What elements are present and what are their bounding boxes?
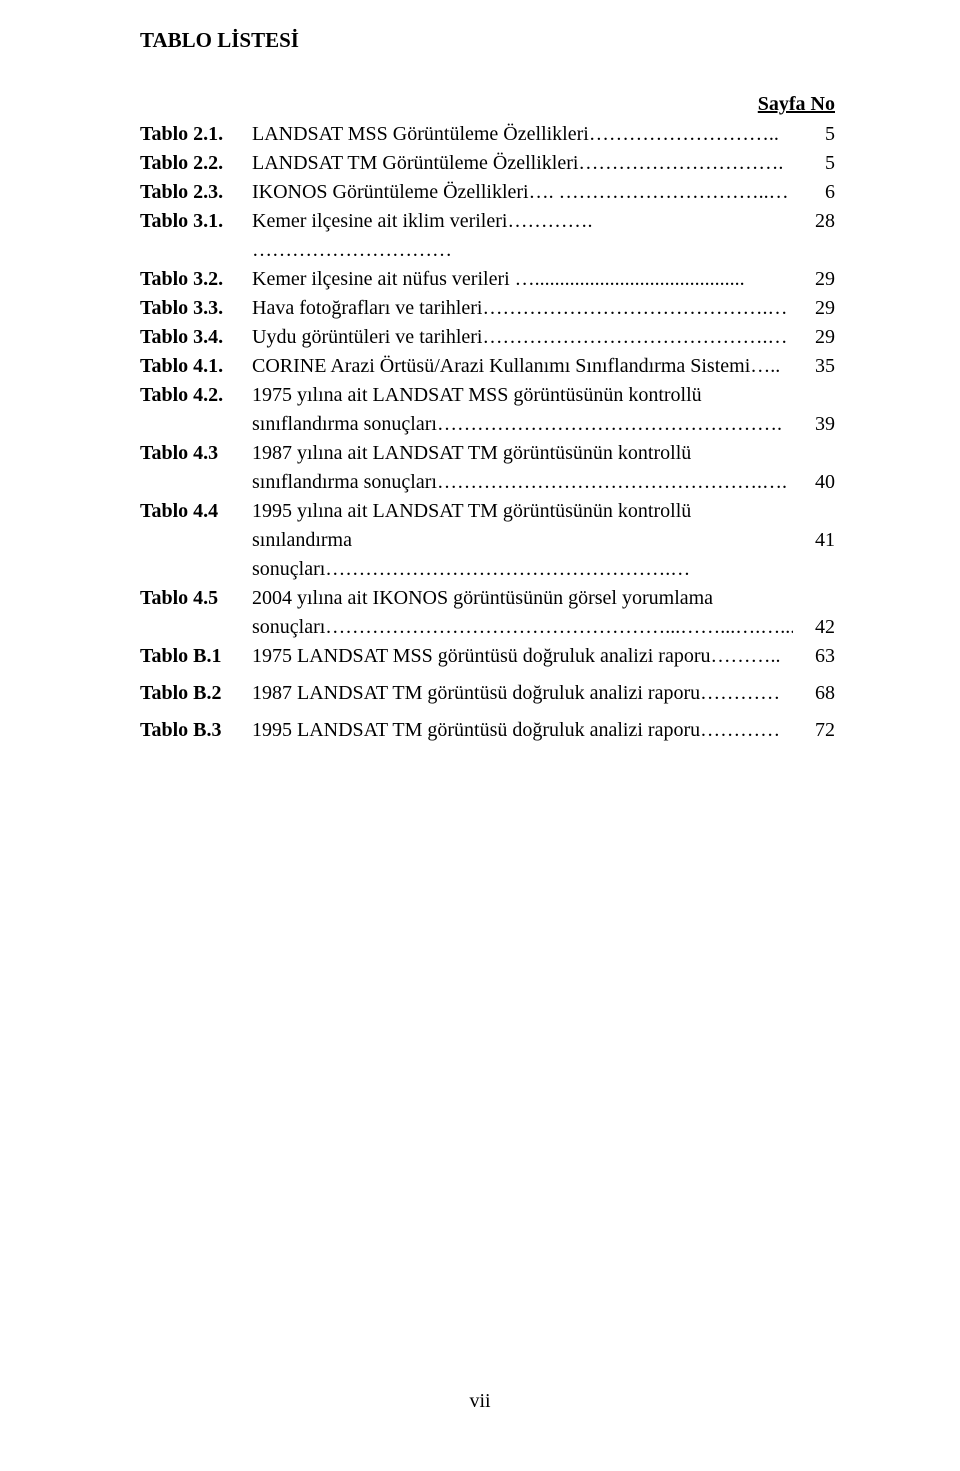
toc-entry-continuation: sınıflandırma sonuçları………………………………………….… [140,468,835,497]
page-footer-number: vii [0,1390,960,1413]
toc-entry-desc: Uydu görüntüleri ve tarihleri……………………………… [252,323,793,352]
toc-entry-page: 41 [793,526,835,555]
toc-entry-page: 63 [793,642,835,671]
toc-entry-desc: 1975 yılına ait LANDSAT MSS görüntüsünün… [252,381,793,410]
toc-entry-label: Tablo 4.2. [140,381,252,410]
toc-entry-desc: 1995 LANDSAT TM görüntüsü doğruluk anali… [252,716,793,745]
toc-entry-continuation: sınılandırma sonuçları…………………………………………….… [140,526,835,584]
toc-entry-page: 29 [793,265,835,294]
toc-entry: Tablo 4.1.CORINE Arazi Örtüsü/Arazi Kull… [140,352,835,381]
toc-entry-continuation: sınıflandırma sonuçları……………………………………………… [140,410,835,439]
toc-entry-desc: Hava fotoğrafları ve tarihleri…………………………… [252,294,793,323]
toc-entry-label: Tablo 3.2. [140,265,252,294]
toc-entry: Tablo 2.2.LANDSAT TM Görüntüleme Özellik… [140,149,835,178]
page-no-label: Sayfa No [758,93,835,116]
toc-entry: Tablo 3.3.Hava fotoğrafları ve tarihleri… [140,294,835,323]
toc-entry: Tablo 4.31987 yılına ait LANDSAT TM görü… [140,439,835,468]
toc-entry: Tablo B.31995 LANDSAT TM görüntüsü doğru… [140,716,835,745]
toc-entry-page: 39 [793,410,835,439]
toc-entry-page: 28 [793,207,835,236]
toc-entry-label: Tablo 2.3. [140,178,252,207]
toc-entry-continuation: sonuçları……………………………………………...……...….…...… [140,613,835,642]
toc-entry-desc: CORINE Arazi Örtüsü/Arazi Kullanımı Sını… [252,352,793,381]
toc-entry: Tablo 4.41995 yılına ait LANDSAT TM görü… [140,497,835,526]
toc-entry-desc: 1995 yılına ait LANDSAT TM görüntüsünün … [252,497,793,526]
toc-entry-label: Tablo 4.5 [140,584,252,613]
toc-entry-page: 72 [793,716,835,745]
spacer [140,93,758,116]
toc-entry: Tablo 4.2.1975 yılına ait LANDSAT MSS gö… [140,381,835,410]
toc-entry: Tablo 3.1.Kemer ilçesine ait iklim veril… [140,207,835,265]
toc-entry-label: Tablo 4.1. [140,352,252,381]
toc-entry-desc: 1975 LANDSAT MSS görüntüsü doğruluk anal… [252,642,793,671]
toc-entry-desc: LANDSAT TM Görüntüleme Özellikleri………………… [252,149,793,178]
toc-entry-page: 40 [793,468,835,497]
toc-entry-label: Tablo 4.4 [140,497,252,526]
toc-entry: Tablo B.21987 LANDSAT TM görüntüsü doğru… [140,679,835,708]
toc-entry: Tablo 3.2.Kemer ilçesine ait nüfus veril… [140,265,835,294]
toc-entry: Tablo 4.5 2004 yılına ait IKONOS görüntü… [140,584,835,613]
toc-entry: Tablo 3.4.Uydu görüntüleri ve tarihleri…… [140,323,835,352]
toc-entry-page: 6 [793,178,835,207]
toc-entry-page: 29 [793,294,835,323]
toc-entry: Tablo 2.3.IKONOS Görüntüleme Özellikleri… [140,178,835,207]
toc-entry-label: Tablo B.1 [140,642,252,671]
toc-entry-label: Tablo 3.1. [140,207,252,236]
toc-entry-label: Tablo 3.3. [140,294,252,323]
table-of-tables: Tablo 2.1.LANDSAT MSS Görüntüleme Özelli… [140,120,835,745]
toc-entry-desc: LANDSAT MSS Görüntüleme Özellikleri……………… [252,120,793,149]
toc-entry-desc: Kemer ilçesine ait nüfus verileri ….....… [252,265,793,294]
toc-entry-label: Tablo 2.1. [140,120,252,149]
toc-entry-page: 5 [793,149,835,178]
toc-entry-page: 5 [793,120,835,149]
toc-entry-page: 68 [793,679,835,708]
toc-entry: Tablo 2.1.LANDSAT MSS Görüntüleme Özelli… [140,120,835,149]
toc-entry-desc: IKONOS Görüntüleme Özellikleri…. …………………… [252,178,793,207]
toc-entry-label: Tablo 4.3 [140,439,252,468]
page: TABLO LİSTESİ Sayfa No Tablo 2.1.LANDSAT… [0,0,960,1471]
toc-entry-page: 42 [793,613,835,642]
toc-entry-desc: sonuçları……………………………………………...……...….…... [252,613,793,642]
toc-entry-label: Tablo 3.4. [140,323,252,352]
toc-entry-label: Tablo B.2 [140,679,252,708]
toc-entry-desc: Kemer ilçesine ait iklim verileri…………. …… [252,207,793,265]
toc-entry-desc: sınılandırma sonuçları…………………………………………….… [252,526,793,584]
toc-entry-desc: 1987 yılına ait LANDSAT TM görüntüsünün … [252,439,793,468]
toc-entry-label: Tablo B.3 [140,716,252,745]
toc-entry: Tablo B.11975 LANDSAT MSS görüntüsü doğr… [140,642,835,671]
list-heading: TABLO LİSTESİ [140,28,835,53]
toc-entry-page: 29 [793,323,835,352]
toc-entry-desc: 1987 LANDSAT TM görüntüsü doğruluk anali… [252,679,793,708]
toc-entry-label: Tablo 2.2. [140,149,252,178]
toc-entry-desc: sınıflandırma sonuçları……………………………………………… [252,410,793,439]
toc-entry-desc: sınıflandırma sonuçları………………………………………….… [252,468,793,497]
toc-entry-desc: 2004 yılına ait IKONOS görüntüsünün görs… [252,584,793,613]
toc-entry-page: 35 [793,352,835,381]
page-no-row: Sayfa No [140,93,835,116]
